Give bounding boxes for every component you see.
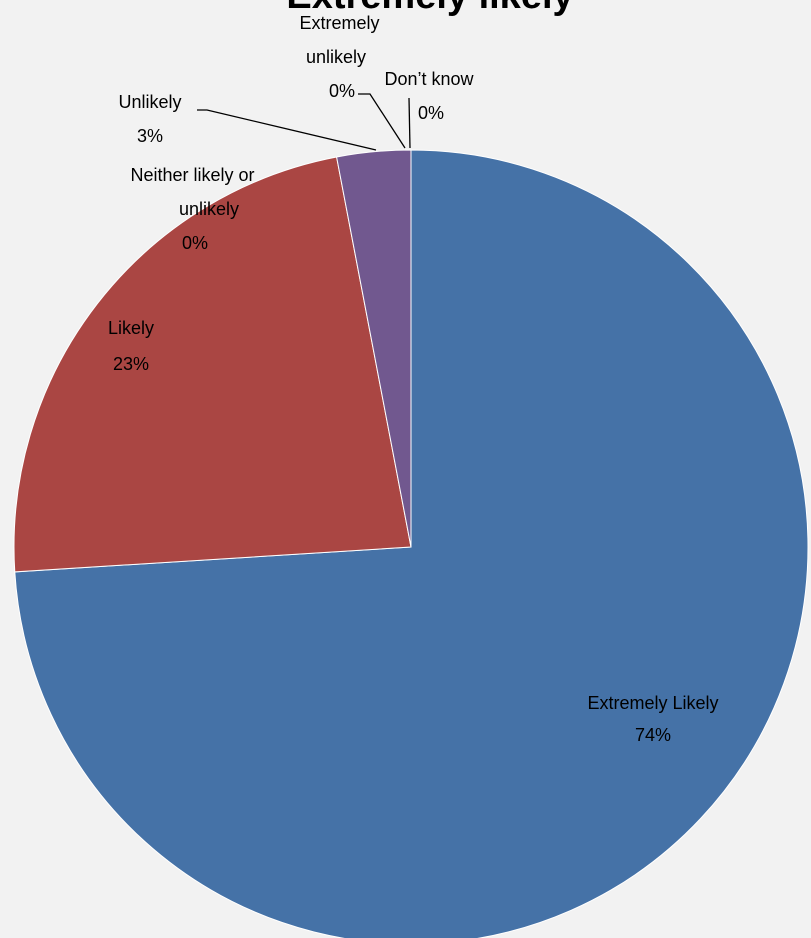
label-extremely-unlikely-line-2: unlikely (306, 47, 366, 67)
pie-slice-likely (13, 156, 412, 573)
label-likely-name: Likely (108, 318, 154, 338)
label-neither-line-2: unlikely (179, 199, 239, 219)
pie-slices (13, 149, 809, 938)
label-unlikely-percent: 3% (137, 126, 163, 146)
pie-slice-unlikely (336, 149, 412, 548)
data-labels: Extremely Likely 74% Likely 23% Neither … (108, 13, 719, 745)
label-likely-percent: 23% (113, 354, 149, 374)
label-neither-line-1: Neither likely or (130, 165, 254, 185)
label-unlikely-name: Unlikely (118, 92, 181, 112)
leader-lines (197, 93, 411, 151)
chart-title: Extremely likely (286, 0, 573, 17)
label-dont-know-percent: 0% (418, 103, 444, 123)
label-extremely-likely-percent: 74% (635, 725, 671, 745)
leader-line-extremely-unlikely (358, 93, 406, 149)
label-extremely-unlikely-name: Extremely unlikely (299, 13, 384, 67)
label-neither-name: Neither likely or unlikely (130, 165, 259, 219)
label-extremely-unlikely-line-1: Extremely (299, 13, 379, 33)
leader-line-unlikely (197, 109, 377, 151)
label-neither-percent: 0% (182, 233, 208, 253)
label-extremely-likely-name: Extremely Likely (587, 693, 718, 713)
label-dont-know-name: Don’t know (384, 69, 474, 89)
leader-line-dont-know (408, 97, 411, 149)
label-extremely-unlikely-percent: 0% (329, 81, 355, 101)
